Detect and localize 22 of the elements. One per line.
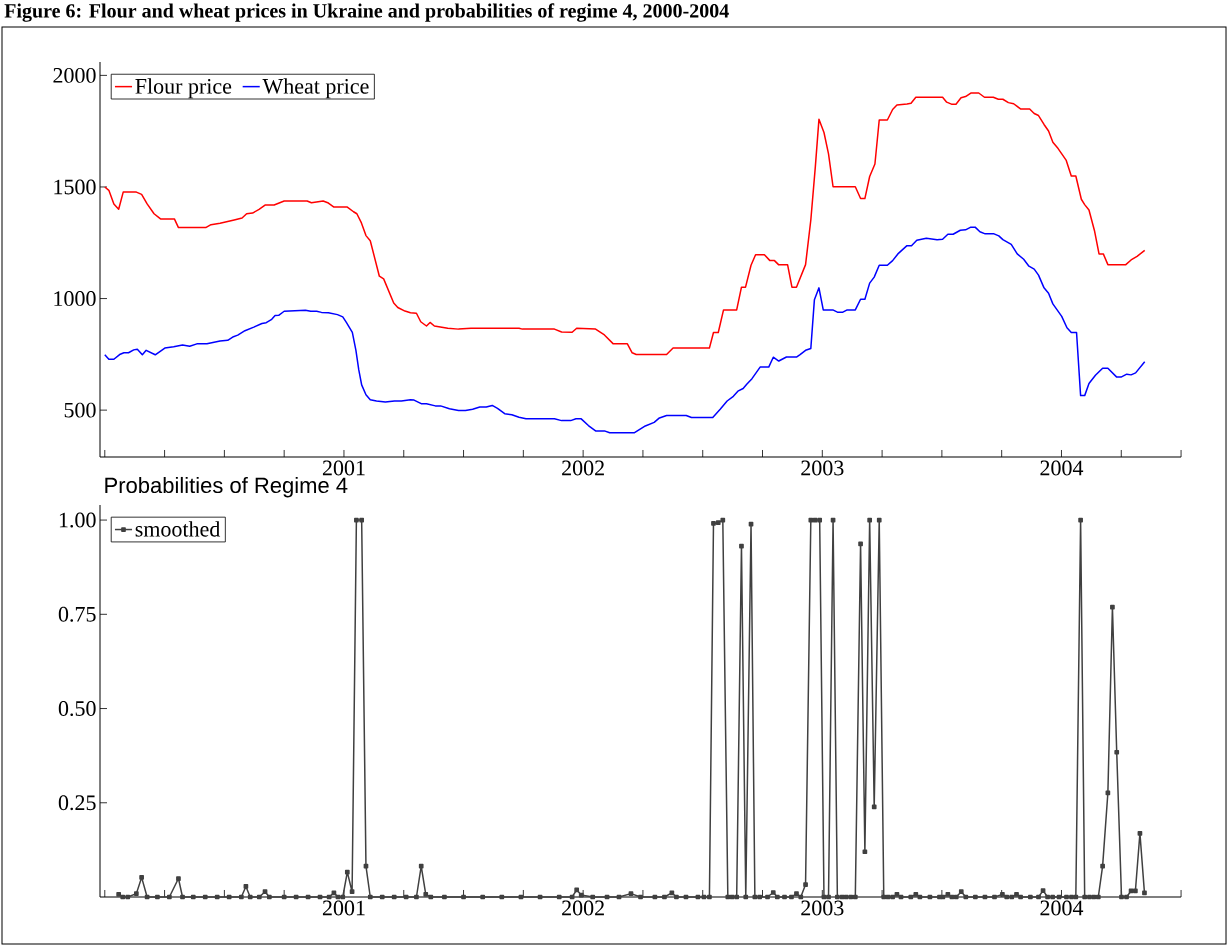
legend-label: smoothed [135, 521, 221, 537]
y-tick-label: 2000 [53, 67, 96, 83]
y-tick-label: 0.50 [58, 701, 96, 717]
x-tick-label: 2004 [1040, 460, 1084, 476]
y-tick-label: 1500 [54, 179, 96, 195]
legend-label: Wheat price [262, 78, 369, 99]
y-tick-label: 0.75 [58, 606, 96, 622]
legend-label: Flour price [135, 78, 232, 99]
chart-title: Figure 6: Flour and wheat prices in Ukraine and probabilities of regime 4, 2000-2004 [4, 3, 729, 22]
x-tick-label: 2002 [562, 900, 604, 916]
x-tick-label: 2004 [1040, 900, 1084, 916]
x-tick-label: 2003 [801, 460, 844, 476]
y-tick-label: 500 [64, 402, 96, 418]
x-tick-label: 2002 [562, 460, 604, 476]
x-tick-label: 2003 [801, 900, 844, 916]
x-tick-label: 2001 [322, 900, 365, 916]
y-tick-label: 1.00 [59, 512, 96, 528]
line-series [104, 226, 1146, 434]
y-tick-label: 1000 [54, 291, 96, 306]
x-tick-label: 2001 [322, 460, 365, 476]
y-tick-label: 0.25 [58, 795, 96, 811]
chart-title: Probabilities of Regime 4 [105, 476, 348, 498]
